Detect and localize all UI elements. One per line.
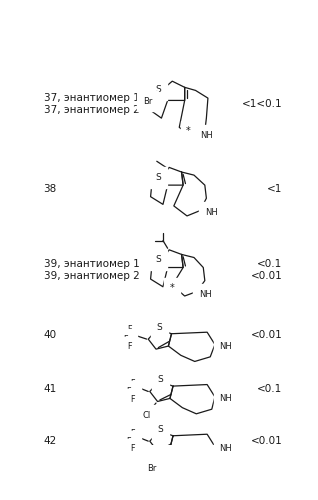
Text: S: S — [158, 376, 163, 384]
Text: 41: 41 — [44, 384, 57, 394]
Text: F: F — [130, 429, 135, 438]
Text: NH: NH — [219, 342, 232, 350]
Text: Br: Br — [147, 464, 156, 472]
Text: F: F — [128, 326, 132, 334]
Text: NH: NH — [199, 290, 211, 299]
Text: 42: 42 — [44, 436, 57, 446]
Text: *: * — [170, 284, 175, 294]
Text: F: F — [127, 387, 131, 396]
Text: 39, энантиомер 1
39, энантиомер 2: 39, энантиомер 1 39, энантиомер 2 — [44, 259, 139, 280]
Text: 38: 38 — [44, 184, 57, 194]
Text: S: S — [156, 323, 162, 332]
Text: 40: 40 — [44, 330, 57, 340]
Text: NH: NH — [205, 208, 218, 216]
Text: <0.01: <0.01 — [251, 330, 282, 340]
Text: <0.1: <0.1 — [257, 384, 282, 394]
Text: <0.01: <0.01 — [251, 436, 282, 446]
Text: F: F — [130, 380, 135, 388]
Text: 37, энантиомер 1
37, энантиомер 2: 37, энантиомер 1 37, энантиомер 2 — [44, 94, 139, 115]
Text: F: F — [130, 394, 135, 404]
Text: NH: NH — [219, 394, 232, 403]
Text: S: S — [156, 173, 161, 182]
Text: F: F — [130, 444, 135, 454]
Text: S: S — [158, 425, 163, 434]
Text: <0.1
<0.01: <0.1 <0.01 — [251, 259, 282, 280]
Text: F: F — [127, 436, 131, 446]
Text: S: S — [156, 256, 161, 264]
Text: NH: NH — [219, 444, 232, 452]
Text: *: * — [186, 126, 191, 136]
Text: F: F — [128, 342, 132, 351]
Text: Cl: Cl — [142, 411, 151, 420]
Text: <1<0.1: <1<0.1 — [242, 100, 282, 110]
Text: S: S — [156, 85, 161, 94]
Text: Br: Br — [143, 96, 152, 106]
Text: NH: NH — [200, 130, 213, 140]
Text: <1: <1 — [267, 184, 282, 194]
Text: F: F — [124, 334, 128, 344]
